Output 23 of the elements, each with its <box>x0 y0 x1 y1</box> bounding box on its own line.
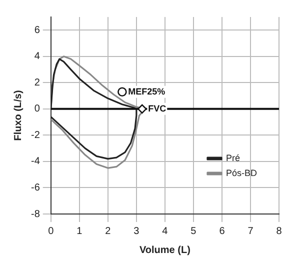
y-tick-label: -6 <box>30 182 40 194</box>
y-tick-label: 0 <box>34 104 40 115</box>
annotation: MEF25% <box>128 86 166 96</box>
y-tick-label: 4 <box>34 51 40 62</box>
x-tick-label: 7 <box>248 226 254 237</box>
annotation: FVC <box>148 103 167 114</box>
y-tick-label: 2 <box>34 77 40 88</box>
y-tick-label: -2 <box>30 130 40 141</box>
legend-label: Pós-BD <box>226 168 258 178</box>
x-tick-label: 3 <box>134 226 140 237</box>
x-tick-label: 0 <box>48 226 54 237</box>
x-tick-label: 8 <box>276 226 282 237</box>
y-tick-label: 6 <box>34 24 40 36</box>
y-tick-label: -4 <box>30 156 40 168</box>
x-axis-title: Volume (L) <box>139 244 190 256</box>
x-tick-label: 5 <box>190 226 197 237</box>
legend-label: Pré <box>226 152 240 163</box>
x-tick-label: 4 <box>162 226 168 237</box>
y-tick-label: -8 <box>30 208 40 220</box>
x-tick-label: 2 <box>105 226 112 237</box>
y-axis-title: Fluxo (L/s) <box>12 90 24 141</box>
x-tick-label: 6 <box>219 226 226 237</box>
x-tick-label: 1 <box>76 226 83 237</box>
